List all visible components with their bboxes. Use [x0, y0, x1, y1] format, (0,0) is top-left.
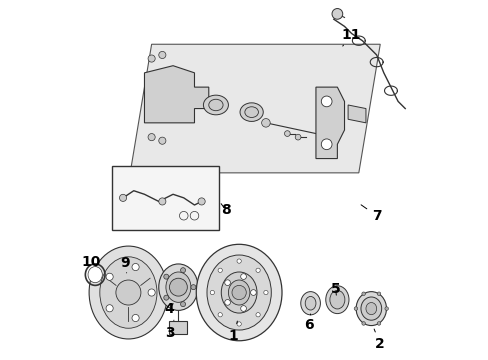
Ellipse shape — [89, 246, 167, 339]
Circle shape — [106, 273, 113, 280]
Circle shape — [159, 198, 165, 205]
Ellipse shape — [325, 286, 348, 314]
Circle shape — [132, 264, 139, 271]
Ellipse shape — [240, 103, 263, 121]
Circle shape — [218, 268, 222, 273]
Text: 9: 9 — [120, 256, 129, 273]
Circle shape — [361, 292, 365, 296]
Circle shape — [148, 289, 155, 296]
Polygon shape — [315, 87, 344, 158]
Circle shape — [180, 268, 185, 273]
Circle shape — [198, 198, 205, 205]
Circle shape — [353, 307, 357, 310]
Circle shape — [106, 305, 113, 312]
Circle shape — [321, 96, 331, 107]
Ellipse shape — [360, 297, 381, 320]
Circle shape — [119, 194, 126, 202]
Circle shape — [218, 312, 222, 317]
Text: 4: 4 — [164, 302, 174, 316]
Circle shape — [295, 134, 300, 140]
Circle shape — [169, 278, 187, 296]
Text: 6: 6 — [304, 314, 313, 332]
Ellipse shape — [355, 292, 386, 325]
Ellipse shape — [88, 267, 102, 283]
Circle shape — [190, 285, 196, 290]
Ellipse shape — [159, 264, 198, 310]
Circle shape — [261, 118, 270, 127]
Circle shape — [263, 291, 267, 295]
Ellipse shape — [100, 257, 157, 328]
Text: 11: 11 — [341, 28, 361, 46]
Polygon shape — [144, 66, 208, 123]
Circle shape — [240, 274, 246, 279]
Ellipse shape — [300, 292, 320, 315]
Bar — [112, 166, 219, 230]
Circle shape — [159, 137, 165, 144]
Circle shape — [163, 274, 168, 279]
Circle shape — [331, 9, 342, 19]
Text: 5: 5 — [330, 282, 340, 296]
Circle shape — [255, 312, 260, 317]
Ellipse shape — [203, 95, 228, 115]
Circle shape — [384, 307, 387, 310]
Text: 3: 3 — [164, 320, 174, 340]
Circle shape — [224, 280, 230, 285]
Ellipse shape — [196, 244, 282, 341]
Circle shape — [116, 280, 141, 305]
Circle shape — [210, 291, 214, 295]
Circle shape — [163, 295, 168, 300]
Text: 2: 2 — [373, 329, 385, 351]
Ellipse shape — [165, 272, 190, 302]
Circle shape — [231, 285, 246, 300]
Circle shape — [376, 322, 380, 325]
Circle shape — [284, 131, 290, 136]
Polygon shape — [130, 44, 380, 173]
Circle shape — [237, 259, 241, 263]
Circle shape — [255, 268, 260, 273]
Circle shape — [132, 314, 139, 321]
Text: 1: 1 — [228, 321, 238, 343]
Circle shape — [376, 292, 380, 296]
Bar — [169, 321, 187, 334]
Circle shape — [148, 134, 155, 141]
Text: 8: 8 — [221, 203, 230, 217]
Text: 10: 10 — [82, 255, 101, 269]
Circle shape — [237, 322, 241, 326]
Circle shape — [224, 300, 230, 305]
Ellipse shape — [244, 107, 258, 117]
Circle shape — [361, 322, 365, 325]
Circle shape — [180, 302, 185, 307]
Ellipse shape — [228, 280, 249, 305]
Text: 7: 7 — [360, 205, 381, 223]
Circle shape — [148, 55, 155, 62]
Ellipse shape — [329, 291, 344, 309]
Circle shape — [321, 139, 331, 150]
Circle shape — [240, 306, 246, 311]
Polygon shape — [347, 105, 365, 123]
Ellipse shape — [221, 272, 257, 313]
Circle shape — [159, 51, 165, 59]
Ellipse shape — [305, 296, 315, 310]
Ellipse shape — [208, 99, 223, 111]
Ellipse shape — [206, 255, 271, 330]
Circle shape — [250, 290, 256, 296]
Ellipse shape — [365, 302, 376, 315]
